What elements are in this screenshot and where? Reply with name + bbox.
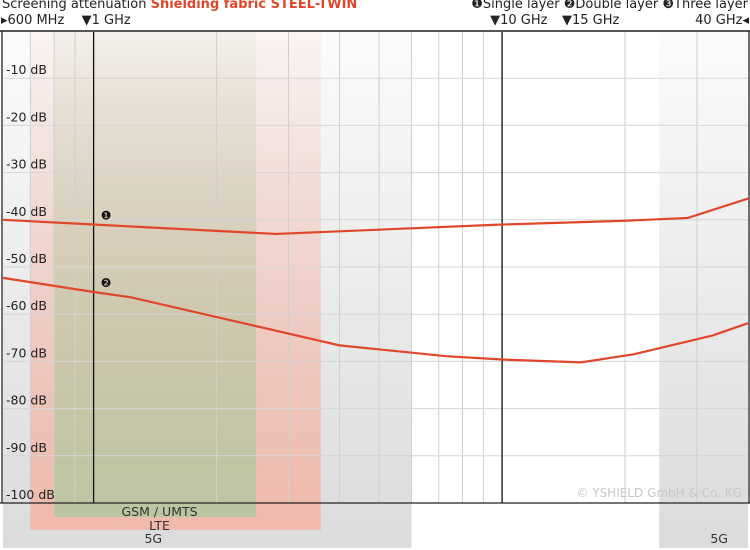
- series-marker-2: ❷: [101, 276, 112, 290]
- copyright: © YSHIELD GmbH & Co. KG: [576, 486, 742, 500]
- subtitle-text: Shielding fabric STEEL-TWIN: [150, 0, 358, 12]
- x-marker-label: ▸600 MHz: [1, 13, 64, 28]
- y-tick-label: -40 dB: [6, 204, 47, 219]
- y-tick-label: -60 dB: [6, 298, 47, 313]
- x-marker-label: ▼15 GHz: [562, 13, 620, 28]
- x-marker-label: ▼1 GHz: [82, 13, 131, 28]
- legend-item-three: ❸Three layer: [662, 0, 748, 12]
- series-line-2: [2, 276, 749, 364]
- x-marker-label: ▼10 GHz: [490, 13, 548, 28]
- band-label: GSM / UMTS: [121, 504, 197, 519]
- series-marker-1: ❶: [101, 209, 112, 223]
- band-label: 5G: [710, 531, 728, 546]
- y-tick-label: -20 dB: [6, 109, 47, 124]
- y-tick-label: -30 dB: [6, 157, 47, 172]
- band-gsmumts: [54, 31, 257, 517]
- x-marker-label: 40 GHz◂: [695, 13, 749, 28]
- y-tick-label: -70 dB: [6, 345, 47, 360]
- chart-title: Screening attenuation Shielding fabric S…: [2, 0, 357, 12]
- band-label: LTE: [149, 518, 170, 533]
- legend-item-double: ❷Double layer: [563, 0, 659, 12]
- y-tick-label: -10 dB: [6, 62, 47, 77]
- y-tick-label: -90 dB: [6, 440, 47, 455]
- y-tick-label: -100 dB: [6, 487, 55, 502]
- legend-item-single: ❶Single layer: [471, 0, 560, 12]
- title-text: Screening attenuation: [2, 0, 147, 12]
- band-5g: [659, 31, 748, 548]
- band-label: 5G: [144, 531, 162, 546]
- y-tick-label: -80 dB: [6, 393, 47, 408]
- y-tick-label: -50 dB: [6, 251, 47, 266]
- legend: ❶Single layer ❷Double layer ❸Three layer: [471, 0, 748, 12]
